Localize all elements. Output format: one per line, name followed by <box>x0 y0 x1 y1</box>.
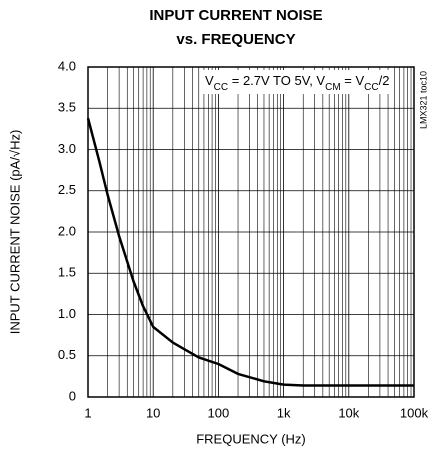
y-tick-label: 3.5 <box>58 100 76 115</box>
y-tick-label: 1.0 <box>58 306 76 321</box>
y-tick-label: 0 <box>69 388 76 403</box>
annotation-part: CM <box>325 82 341 93</box>
annotation-bg <box>201 70 392 94</box>
y-tick-label: 2.5 <box>58 182 76 197</box>
annotation: VCC = 2.7V TO 5V, VCM = VCC/2 <box>205 73 389 93</box>
annotation-part: V <box>205 73 214 88</box>
x-tick-label: 100 <box>208 405 230 420</box>
annotation-part: = 2.7V TO 5V, V <box>228 73 325 88</box>
y-tick-label: 4.0 <box>58 58 76 73</box>
x-tick-label: 1k <box>277 405 291 420</box>
x-tick-label: 100k <box>400 405 429 420</box>
annotation-part: CC <box>364 82 378 93</box>
x-tick-label: 1 <box>84 405 91 420</box>
annotation-part: /2 <box>379 73 390 88</box>
annotation-part: = V <box>341 73 365 88</box>
x-axis-label: FREQUENCY (Hz) <box>196 431 306 446</box>
y-tick-label: 2.0 <box>58 223 76 238</box>
x-tick-label: 10 <box>146 405 160 420</box>
y-axis-label: INPUT CURRENT NOISE (pA/√Hz) <box>7 130 22 335</box>
line-series <box>86 117 414 387</box>
y-tick-label: 3.0 <box>58 141 76 156</box>
side-label: LMX321 toc10 <box>418 71 428 129</box>
plot-frame <box>87 66 415 398</box>
annotation-part: CC <box>214 82 228 93</box>
x-tick-label: 10k <box>338 405 359 420</box>
y-tick-label: 0.5 <box>58 347 76 362</box>
y-tick-label: 1.5 <box>58 265 76 280</box>
chart-title: INPUT CURRENT NOISE <box>149 7 322 24</box>
chart-title: vs. FREQUENCY <box>176 31 295 48</box>
